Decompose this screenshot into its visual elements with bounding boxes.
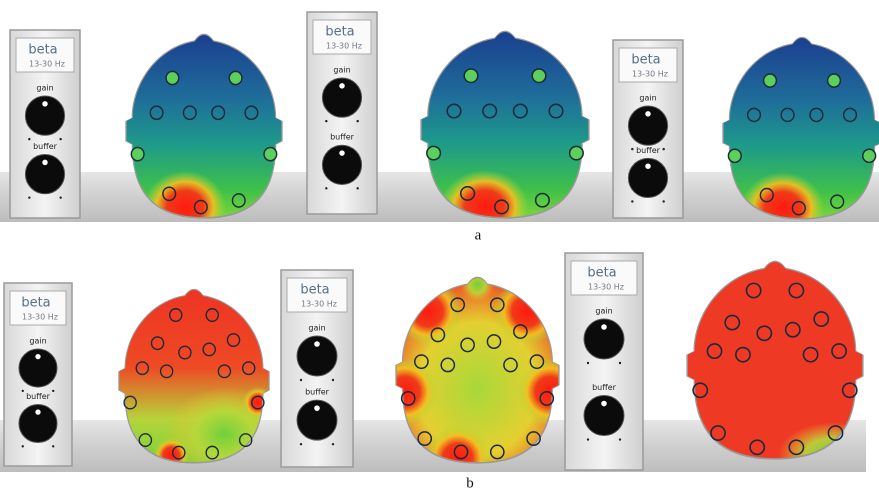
- knob-indicator: [35, 354, 40, 359]
- electrode: [764, 74, 777, 87]
- knob-tick: [662, 200, 664, 202]
- electrode: [131, 148, 144, 161]
- hot-spot: [243, 387, 273, 418]
- knob-indicator: [339, 83, 344, 88]
- electrode: [166, 71, 179, 84]
- knob-tick: [587, 362, 589, 364]
- gain-label: gain: [36, 84, 53, 93]
- knob-tick: [356, 120, 358, 122]
- knob-tick: [631, 148, 633, 150]
- band-range: 13-30 Hz: [301, 300, 337, 309]
- buffer-label: buffer: [592, 383, 617, 392]
- knob-tick: [52, 390, 54, 392]
- knob-tick: [631, 200, 633, 202]
- knob-indicator: [314, 405, 320, 411]
- band-name: beta: [28, 43, 57, 58]
- knob-tick: [332, 379, 334, 381]
- electrode: [532, 69, 546, 82]
- knob-tick: [22, 445, 24, 447]
- figure: beta 13-30 Hz gain buffer beta 13-30 Hz gain bu…: [0, 0, 879, 492]
- band-name: beta: [325, 25, 354, 40]
- knob-indicator: [645, 111, 650, 116]
- buffer-label: buffer: [33, 142, 58, 151]
- buffer-label: buffer: [636, 146, 661, 155]
- knob-tick: [662, 148, 664, 150]
- knob-indicator: [35, 409, 40, 414]
- band-range: 13-30 Hz: [588, 283, 624, 292]
- knob-tick: [325, 120, 327, 122]
- buffer-label: buffer: [26, 392, 51, 401]
- knob-tick: [22, 390, 24, 392]
- gain-label: gain: [595, 307, 612, 316]
- figure-content: beta 13-30 Hz gain buffer beta 13-30 Hz gain bu…: [0, 12, 879, 492]
- electrode: [828, 74, 841, 87]
- band-range: 13-30 Hz: [632, 70, 668, 79]
- subfigure-label: b: [466, 475, 474, 491]
- electrode: [863, 149, 876, 162]
- band-name: beta: [587, 266, 616, 281]
- gain-label: gain: [308, 324, 325, 333]
- subfigure-label: a: [475, 227, 482, 243]
- knob-tick: [325, 187, 327, 189]
- gain-label: gain: [29, 337, 46, 346]
- electrode: [229, 71, 242, 84]
- gain-label: gain: [333, 66, 350, 75]
- knob-indicator: [339, 150, 344, 155]
- gain-label: gain: [639, 94, 656, 103]
- knob-tick: [300, 443, 302, 445]
- hot-spot: [395, 278, 461, 345]
- knob-tick: [28, 138, 30, 140]
- electrode: [264, 148, 277, 161]
- buffer-label: buffer: [330, 133, 355, 142]
- band-name: beta: [631, 53, 660, 68]
- buffer-label: buffer: [305, 388, 330, 397]
- knob-tick: [300, 379, 302, 381]
- knob-indicator: [42, 160, 47, 165]
- knob-tick: [28, 196, 30, 198]
- band-name: beta: [21, 296, 50, 311]
- electrode: [728, 149, 741, 162]
- knob-tick: [356, 187, 358, 189]
- hot-spot: [494, 278, 560, 345]
- electrode: [464, 69, 478, 82]
- electrode: [570, 146, 584, 159]
- knob-tick: [587, 438, 589, 440]
- band-range: 13-30 Hz: [326, 42, 362, 51]
- knob-tick: [59, 138, 61, 140]
- band-range: 13-30 Hz: [29, 60, 65, 69]
- band-range: 13-30 Hz: [22, 313, 58, 322]
- figure-row: beta 13-30 Hz gain buffer beta 13-30 Hz gain bu…: [0, 12, 879, 244]
- electrode: [427, 146, 441, 159]
- band-name: beta: [300, 283, 329, 298]
- knob-indicator: [645, 163, 650, 168]
- knob-indicator: [601, 324, 607, 330]
- knob-tick: [332, 443, 334, 445]
- figure-row: beta 13-30 Hz gain buffer beta 13-30 Hz gain bu…: [0, 253, 879, 492]
- knob-indicator: [314, 341, 320, 347]
- knob-indicator: [601, 401, 607, 407]
- knob-tick: [619, 438, 621, 440]
- knob-tick: [619, 362, 621, 364]
- knob-indicator: [42, 101, 47, 106]
- knob-tick: [52, 445, 54, 447]
- knob-tick: [59, 196, 61, 198]
